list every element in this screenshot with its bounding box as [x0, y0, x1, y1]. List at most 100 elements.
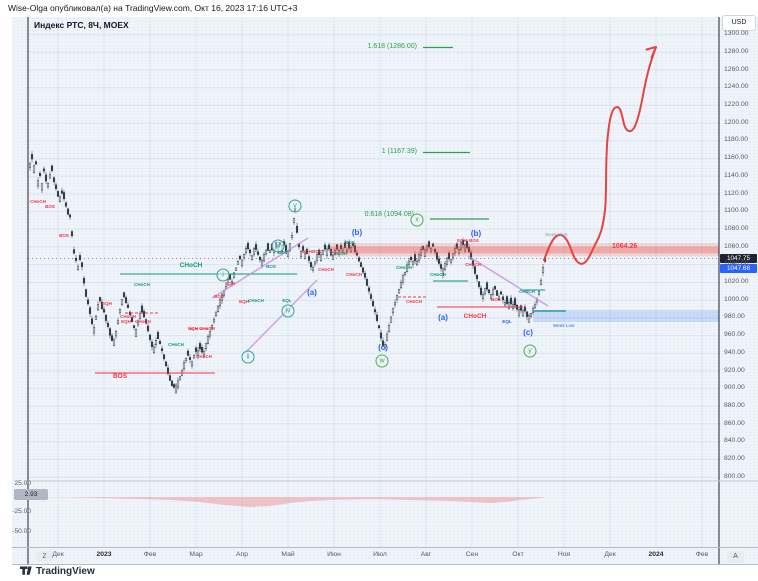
structure-label-bos: BOS [491, 296, 501, 302]
fib-extension-label: 0.618 (1094.08) [364, 211, 414, 218]
price-axis-tick: 860.00 [724, 419, 745, 427]
indicator-axis-tick: 25.00 [14, 479, 31, 487]
structure-label-eql: EQL [282, 297, 292, 303]
structure-label-eql: EQL [502, 318, 512, 324]
price-axis-tick: 1080.00 [724, 224, 749, 232]
price-axis-tick: 1180.00 [724, 136, 749, 144]
wave-circle-x: x [410, 213, 424, 227]
wave-letter-a: (a) [307, 288, 317, 297]
time-axis-tick: 2023 [96, 551, 112, 558]
structure-label-eqh: EQH [239, 298, 249, 304]
time-axis-tick: Дек [52, 551, 64, 558]
structure-label-choch: CHoCH [199, 325, 215, 331]
time-axis-tick: Мар [189, 551, 203, 558]
wave-circle-i: i [216, 268, 230, 282]
price-axis-tick: 800.00 [724, 472, 745, 480]
structure-label-eqh: EQH [457, 237, 467, 243]
structure-label-eqh: EQH [121, 318, 131, 324]
wave-letter-b: (b) [470, 229, 482, 238]
week-high-label: Week High [545, 232, 568, 237]
time-axis-tick: Фев [695, 551, 709, 558]
price-axis-tick: 960.00 [724, 331, 745, 339]
structure-label-choch: CHoCH [406, 298, 422, 304]
structure-label-choch: CHoCH [135, 318, 151, 324]
price-axis-tick: 820.00 [724, 455, 745, 462]
last-price-tag: 1047.75 [720, 253, 757, 263]
structure-label-choch: CHoCH [196, 353, 212, 359]
time-axis-tick: Дек [604, 551, 616, 558]
wave-letter-b: (b) [351, 228, 363, 237]
price-axis-tick: 920.00 [724, 366, 745, 374]
wave-circle-iii: iii [271, 239, 285, 253]
wave-circle-ii: ii [241, 350, 255, 364]
time-axis-tick: Июн [327, 551, 341, 558]
currency-toggle-button[interactable]: USD [722, 15, 756, 31]
tradingview-logo-text: TradingView [36, 565, 95, 577]
wave-letter-a: (a) [438, 313, 448, 322]
wave-circle-y: y [523, 344, 537, 358]
time-axis-tick: Июл [373, 551, 387, 558]
time-axis-tick: Май [281, 551, 295, 558]
indicator-value-badge: 2.93 [14, 489, 48, 500]
wave-letter-c: (c) [523, 328, 533, 337]
structure-label-choch: CHoCH [168, 341, 184, 347]
price-axis-tick: 1040.00 [724, 260, 749, 268]
tradingview-logo-icon [20, 566, 32, 575]
fib-extension-label: 1.618 (1286.00) [367, 43, 417, 50]
price-axis-tick: 1220.00 [724, 101, 749, 108]
structure-label-eqh: EQH [188, 325, 198, 331]
structure-label-bos: BOS [214, 293, 224, 299]
structure-label-choch: CHoCH [396, 264, 412, 270]
price-axis-tick: 1020.00 [724, 278, 749, 285]
fib-extension-label: 1 (1167.39) [381, 148, 417, 155]
week-low-label: Week Low [553, 323, 575, 328]
resistance-price-label: 1064.26 [612, 243, 638, 250]
counter-price-tag: 1047.68 [720, 263, 757, 273]
structure-label-bos: BOS [59, 232, 69, 238]
chart-background [12, 17, 758, 564]
wave-circle-iv: iv [281, 304, 295, 318]
price-axis-tick: 1200.00 [724, 118, 749, 126]
price-axis-tick: 1100.00 [724, 207, 749, 215]
structure-label-choch: CHoCH [346, 271, 362, 277]
price-axis-tick: 1260.00 [724, 65, 749, 73]
time-axis-tick: Ноя [557, 551, 571, 558]
price-axis-tick: 940.00 [724, 348, 745, 356]
structure-label-choch: CHoCH [519, 288, 535, 294]
price-axis-tick: 1120.00 [724, 189, 749, 197]
price-axis-tick: 1140.00 [724, 171, 749, 179]
tradingview-logo[interactable]: TradingView [20, 565, 95, 577]
price-axis-tick: 840.00 [724, 437, 745, 445]
price-axis-tick: 1240.00 [724, 83, 749, 91]
structure-label-eqh: EQH [302, 248, 312, 254]
auto-scale-button[interactable]: A [727, 551, 744, 563]
wave-letter-c: (c) [378, 343, 388, 352]
structure-label-eqh: EQH [102, 300, 112, 306]
structure-label-choch: CHoCH [463, 312, 487, 320]
structure-label-eqh: EQH [225, 280, 235, 286]
price-axis-tick: 1060.00 [724, 242, 749, 250]
structure-label-bos: BOS [345, 239, 355, 245]
time-axis-tick: 2024 [648, 551, 664, 558]
structure-label-choch: CHoCH [120, 313, 136, 319]
structure-label-choch: CHoCH [179, 261, 203, 269]
structure-label-choch: CHoCH [134, 281, 150, 287]
time-axis-tick: Авг [420, 551, 432, 558]
structure-label-choch: CHoCH [430, 271, 446, 277]
symbol-title: Индекс РТС, 8Ч, MOEX [34, 20, 129, 30]
structure-label-bos: BOS [45, 203, 55, 209]
wave-circle-w: w [375, 354, 389, 368]
time-axis-tick: Фев [143, 551, 157, 558]
price-axis-tick: 880.00 [724, 401, 745, 409]
structure-label-choch: CHoCH [318, 266, 334, 272]
price-axis-tick: 1280.00 [724, 47, 749, 55]
timezone-button[interactable]: Z [36, 551, 53, 562]
structure-label-bos: BOS [112, 372, 128, 380]
structure-label-choch: CHoCH [465, 261, 481, 267]
price-axis-tick: 1300.00 [724, 30, 749, 38]
price-axis-tick: 980.00 [724, 313, 745, 321]
time-axis-tick: Окт [512, 551, 524, 558]
indicator-axis-tick: -25.00 [12, 507, 31, 515]
price-axis-tick: 1000.00 [724, 295, 749, 303]
structure-label-choch: CHoCH [331, 250, 347, 256]
